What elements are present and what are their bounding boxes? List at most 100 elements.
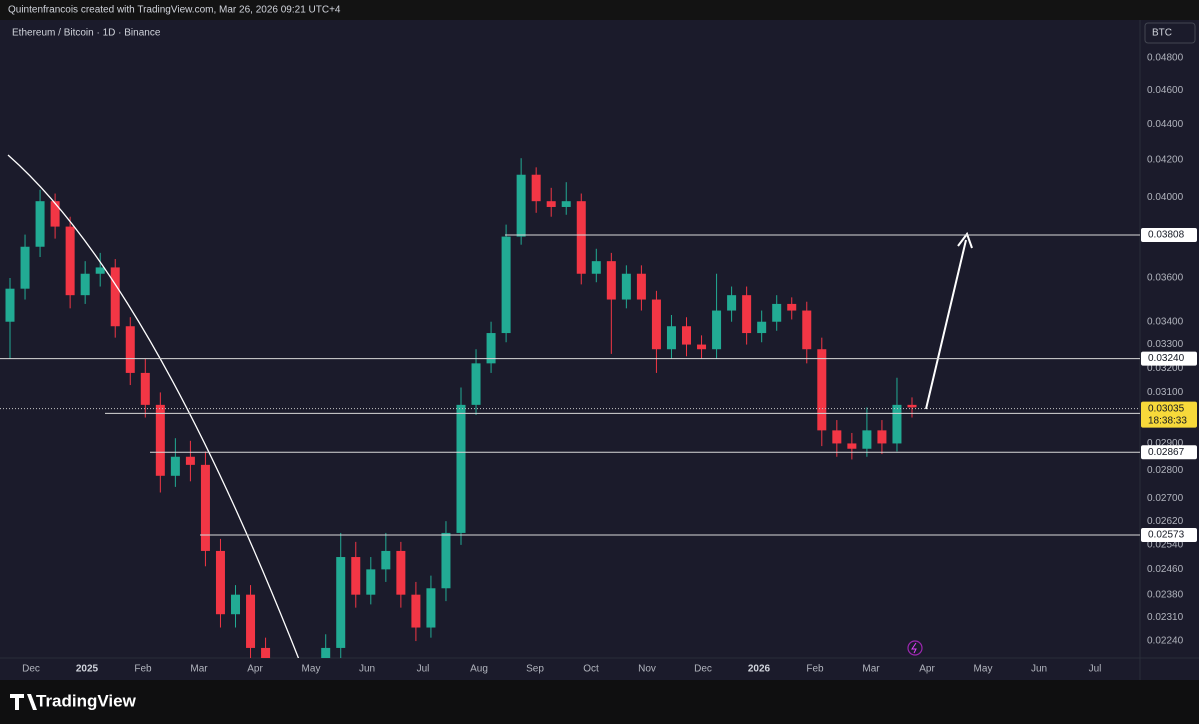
candle-body	[697, 344, 707, 350]
y-tick-label: 0.04400	[1147, 119, 1184, 130]
candle-body	[531, 174, 541, 202]
arrow-head	[957, 231, 973, 249]
candle-body	[892, 404, 902, 444]
arrow-drawing	[925, 239, 967, 410]
currency: BTC	[1152, 28, 1172, 39]
candle-body	[832, 430, 842, 444]
candle-body	[817, 349, 827, 431]
event-icon[interactable]	[907, 640, 923, 656]
candle-body	[486, 333, 496, 364]
candle-body	[742, 295, 752, 334]
x-tick-label: Jun	[359, 664, 375, 675]
last-price-box	[1141, 401, 1197, 428]
x-tick-label: Aug	[470, 664, 488, 675]
x-tick-label: Apr	[919, 664, 935, 675]
candle-body	[471, 363, 481, 405]
candle-body	[246, 594, 256, 648]
event-bolt	[911, 642, 917, 654]
y-tick-label: 0.02380	[1147, 589, 1184, 600]
candle-body	[215, 550, 225, 615]
candle-body	[170, 456, 180, 476]
y-tick-label: 0.03600	[1147, 273, 1184, 284]
candle-body	[200, 464, 210, 551]
symbol: Ethereum / Bitcoin · 1D · Binance	[12, 28, 161, 39]
candle-body	[336, 557, 346, 648]
candle-body	[802, 310, 812, 350]
candle-body	[411, 594, 421, 628]
candle-body	[712, 310, 722, 350]
candle-body	[847, 443, 857, 449]
x-tick-label: 2026	[748, 664, 771, 675]
candle-body	[140, 372, 150, 405]
candle-body	[621, 273, 631, 300]
level-label-box	[1141, 351, 1197, 366]
candle-body	[561, 201, 571, 207]
candle-body	[907, 404, 917, 408]
candle-body	[727, 295, 737, 311]
y-tick-label: 0.02240	[1147, 636, 1184, 647]
candle-body	[155, 404, 165, 476]
y-tick-label: 0.03400	[1147, 316, 1184, 327]
x-tick-label: Feb	[134, 664, 152, 675]
candle-body	[5, 288, 15, 322]
y-tick-label: 0.02900	[1147, 438, 1184, 449]
x-tick-label: Nov	[638, 664, 656, 675]
level-label: 0.03808	[1148, 230, 1185, 241]
candle-body	[426, 588, 436, 628]
candle-body	[396, 550, 406, 595]
level-label: 0.02573	[1148, 530, 1185, 541]
candle-body	[50, 201, 60, 227]
x-tick-label: Dec	[22, 664, 40, 675]
y-tick-label: 0.04600	[1147, 85, 1184, 96]
candle-body	[591, 261, 601, 274]
candle-body	[516, 174, 526, 237]
curve-drawing	[7, 154, 300, 658]
candle-body	[651, 299, 661, 350]
x-tick-label: May	[302, 664, 321, 675]
candle-body	[110, 267, 120, 327]
candle-body	[546, 201, 556, 207]
candle-body	[261, 647, 271, 658]
y-tick-label: 0.02310	[1147, 612, 1184, 623]
x-tick-label: Sep	[526, 664, 544, 675]
logo-mark	[10, 694, 37, 710]
candle-body	[185, 456, 195, 465]
candle-body	[456, 404, 466, 533]
x-tick-label: Feb	[806, 664, 824, 675]
candle-body	[231, 594, 240, 615]
candle-body	[666, 326, 676, 350]
candle-body	[366, 569, 376, 595]
level-label-box	[1141, 227, 1197, 242]
x-tick-label: Jun	[1031, 664, 1047, 675]
y-tick-label: 0.02460	[1147, 564, 1184, 575]
candle-body	[125, 326, 135, 373]
level-label: 0.02867	[1148, 447, 1185, 458]
candles	[5, 158, 917, 658]
candle-body	[862, 430, 872, 449]
candle-body	[682, 326, 691, 345]
x-tick-label: Mar	[862, 664, 880, 675]
candle-body	[95, 267, 105, 274]
candle-body	[20, 246, 30, 289]
candle-body	[351, 557, 361, 595]
y-tick-label: 0.04800	[1147, 52, 1184, 63]
level-label-box	[1141, 445, 1197, 460]
footer	[0, 680, 1199, 724]
countdown: 18:38:33	[1148, 415, 1187, 426]
candle-body	[576, 201, 586, 274]
y-tick-label: 0.03100	[1147, 387, 1184, 398]
x-tick-label: Jul	[417, 664, 430, 675]
x-tick-label: May	[974, 664, 993, 675]
candle-body	[80, 273, 90, 296]
currency-box[interactable]	[1144, 22, 1196, 44]
candle-body	[772, 303, 782, 322]
y-tick-label: 0.03300	[1147, 339, 1184, 350]
candle-body	[787, 303, 797, 311]
y-tick-label: 0.04200	[1147, 155, 1184, 166]
x-tick-label: Jul	[1089, 664, 1102, 675]
chart-pane	[0, 20, 1199, 680]
x-tick-label: Oct	[583, 664, 599, 675]
last-price-label: 0.03035	[1148, 403, 1185, 414]
candle-body	[501, 236, 511, 334]
